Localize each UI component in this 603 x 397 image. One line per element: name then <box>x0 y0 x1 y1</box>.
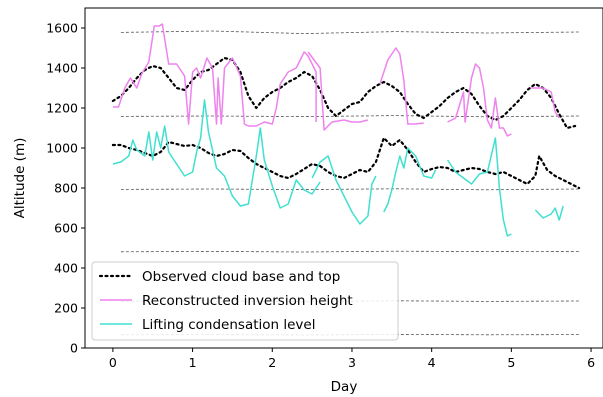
series-2-segment-3 <box>446 137 512 237</box>
y-axis-title: Altitude (m) <box>12 138 28 219</box>
series-1-segment-0 <box>112 23 317 127</box>
x-axis: 0 1 2 3 4 5 6 <box>109 348 595 370</box>
legend-label-0: Observed cloud base and top <box>142 269 340 285</box>
legend: Observed cloud base and top Reconstructed… <box>91 261 399 341</box>
legend-label-1: Reconstructed inversion height <box>142 293 353 309</box>
series-1-segment-1 <box>307 51 369 131</box>
y-tick-label: 1400 <box>46 61 78 76</box>
x-tick-label: 5 <box>507 355 515 370</box>
x-tick-label: 3 <box>348 355 356 370</box>
y-tick-label: 600 <box>54 221 78 236</box>
series-layer <box>111 23 581 237</box>
plot-frame <box>84 7 603 349</box>
reference-line-0 <box>120 30 580 35</box>
x-axis-title: Day <box>331 379 358 395</box>
y-tick-label: 400 <box>54 261 78 276</box>
y-axis: 0 200 400 600 800 1000 1200 1400 1600 <box>46 21 85 356</box>
reference-line-2 <box>120 188 580 191</box>
series-1-segment-4 <box>531 87 560 119</box>
legend-box <box>91 261 399 341</box>
series-1-segment-3 <box>447 63 512 137</box>
y-tick-label: 800 <box>54 181 78 196</box>
x-tick-label: 2 <box>268 355 276 370</box>
y-tick-label: 1600 <box>46 21 78 36</box>
series-2-segment-2 <box>383 147 437 213</box>
legend-label-2: Lifting condensation level <box>142 317 315 333</box>
series-1-segment-2 <box>379 47 424 125</box>
x-tick-label: 1 <box>189 355 197 370</box>
y-tick-label: 1200 <box>46 101 78 116</box>
x-tick-label: 6 <box>587 355 595 370</box>
reference-line-3 <box>120 250 580 253</box>
y-tick-label: 1000 <box>46 141 78 156</box>
series-2-segment-4 <box>534 205 564 221</box>
x-tick-label: 0 <box>109 355 117 370</box>
series-0-segment-1 <box>111 136 581 190</box>
y-tick-label: 200 <box>54 301 78 316</box>
series-2-segment-0 <box>112 99 321 209</box>
x-tick-label: 4 <box>428 355 436 370</box>
y-tick-label: 0 <box>70 341 78 356</box>
series-2-segment-1 <box>311 155 377 225</box>
